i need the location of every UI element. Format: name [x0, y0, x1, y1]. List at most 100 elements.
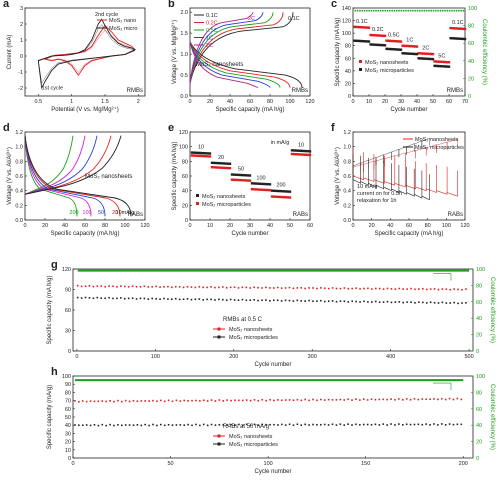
x-tick-label-e: 40: [267, 223, 273, 229]
data-point-e-1: [238, 178, 242, 182]
data-point-e-1: [220, 166, 224, 169]
data-point-c-1: [406, 52, 409, 55]
data-point-g-1: [276, 299, 279, 302]
data-point-e-0: [248, 174, 252, 177]
data-point-h-0: [93, 400, 96, 403]
data-point-e-1: [266, 188, 270, 192]
data-point-c-1: [404, 52, 407, 55]
x-axis-label-e: Cycle number: [231, 231, 268, 237]
data-point-h-0: [183, 399, 186, 402]
data-point-g-0: [429, 288, 432, 290]
data-point-g-0: [84, 285, 87, 288]
data-point-g-1: [359, 301, 361, 303]
data-point-h-1: [206, 424, 209, 427]
x-tick-label-c: 0: [351, 99, 354, 105]
data-point-e-0: [212, 161, 216, 165]
x-axis-label-d: Specific capacity (mA h/g): [50, 231, 119, 237]
data-point-c-0: [395, 40, 398, 43]
x-tick-label-h: 0: [71, 461, 74, 467]
data-point-g-0: [296, 287, 299, 289]
data-point-g-0: [343, 287, 346, 289]
data-point-h-1: [323, 423, 326, 426]
data-point-c-0: [396, 40, 399, 43]
rate-label-c-1: 0.2C: [372, 27, 384, 33]
rate-label-e-1: 20: [218, 155, 224, 161]
data-point-h-1: [183, 424, 186, 427]
data-point-g-0: [127, 286, 130, 288]
data-point-h-0: [128, 400, 131, 403]
data-point-e-0: [234, 173, 238, 176]
data-point-h-0: [234, 399, 236, 402]
charge-curve-d-4: [24, 135, 122, 195]
data-point-c-1: [398, 48, 401, 51]
data-point-e-0: [222, 162, 226, 165]
data-point-e-1: [192, 154, 196, 157]
data-point-c-0: [452, 27, 455, 30]
data-point-c-1: [431, 57, 435, 61]
y-tick-label-f: 0.2: [343, 203, 351, 209]
data-point-c-1: [449, 36, 452, 40]
y-tick-label-d: 0.8: [15, 159, 23, 165]
data-point-h-1: [81, 424, 84, 427]
y-tick-label-c: 140: [342, 6, 351, 12]
data-point-g-1: [378, 301, 381, 303]
data-point-h-1: [456, 423, 459, 426]
data-point-h-0: [347, 398, 349, 401]
y-tick-label-f: 0.4: [343, 189, 351, 195]
data-point-e-0: [220, 162, 224, 165]
data-point-e-1: [296, 153, 300, 156]
data-point-e-1: [210, 166, 214, 169]
data-point-g-1: [131, 297, 134, 299]
data-point-g-1: [433, 301, 436, 304]
data-point-c-0: [361, 26, 364, 29]
data-point-e-0: [302, 149, 306, 153]
x-tick-label-d: 120: [140, 223, 149, 229]
data-point-h-1: [273, 423, 275, 426]
y-tick-label-d: 0.0: [15, 218, 23, 224]
panel-e: e 0 10 20 30 40 50 60 0 20 40 60 80 100 120 Cycle numbe…: [168, 122, 313, 237]
y2-tick-label-g: 20: [476, 333, 482, 339]
y-tick-label-a: -2: [18, 86, 23, 92]
charge-curve-b-4: [189, 12, 254, 84]
data-point-c-0: [353, 25, 356, 29]
x-tick-label-f: 100: [442, 223, 451, 229]
x-tick-label-d: 0: [23, 223, 26, 229]
data-point-g-0: [206, 286, 208, 289]
x-tick-label-a: 0.5: [35, 99, 43, 105]
panel-b: b 0 20 40 60 80 100 120 0.0 0.5 1.0 1.5 2.0 Specific …: [168, 0, 315, 113]
data-point-h-0: [265, 399, 267, 402]
data-point-h-0: [362, 398, 365, 400]
data-point-e-0: [204, 152, 208, 155]
y2-tick-label-h: 20: [476, 440, 482, 446]
y2-tick-label-c: 60: [468, 41, 474, 47]
data-point-c-1: [383, 44, 387, 47]
legend-swatch-e-1: [196, 202, 199, 205]
data-point-h-1: [398, 423, 400, 425]
data-point-g-0: [100, 285, 103, 287]
data-point-h-0: [277, 399, 279, 401]
data-point-h-1: [265, 424, 267, 426]
data-point-e-0: [286, 190, 290, 193]
data-point-h-0: [331, 399, 334, 401]
data-point-g-0: [276, 286, 279, 289]
y-axis-label-e: Specific capacity (mA h/g): [172, 141, 178, 210]
data-point-g-0: [88, 285, 91, 287]
cv-curve-2nd-1: [38, 24, 136, 84]
y-tick-label-c: 120: [342, 19, 351, 25]
data-point-h-1: [202, 423, 205, 426]
data-point-e-0: [282, 190, 286, 193]
data-point-g-1: [280, 300, 283, 302]
data-point-h-1: [425, 423, 427, 425]
rate-label-e-0: 10: [198, 145, 204, 151]
data-point-g-1: [202, 299, 204, 301]
data-point-h-1: [362, 423, 365, 426]
data-point-h-0: [288, 399, 291, 401]
data-point-h-0: [460, 398, 463, 401]
data-point-g-1: [222, 298, 224, 301]
y2-tick-label-h: 80: [476, 390, 482, 396]
data-point-h-1: [238, 423, 240, 426]
data-point-h-0: [238, 399, 240, 402]
data-point-g-0: [135, 285, 138, 288]
data-point-e-0: [206, 152, 210, 155]
data-point-g-1: [418, 301, 420, 303]
